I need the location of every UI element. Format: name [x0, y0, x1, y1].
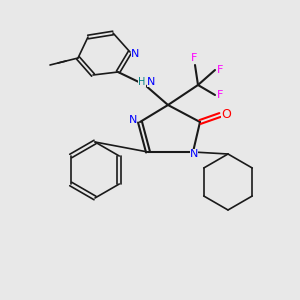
Text: F: F [191, 53, 197, 63]
Text: F: F [217, 90, 223, 100]
Text: N: N [129, 115, 137, 125]
Text: N: N [147, 77, 155, 87]
Text: H: H [138, 77, 146, 87]
Text: O: O [221, 109, 231, 122]
Text: N: N [190, 149, 198, 159]
Text: N: N [131, 49, 139, 59]
Text: F: F [217, 65, 223, 75]
